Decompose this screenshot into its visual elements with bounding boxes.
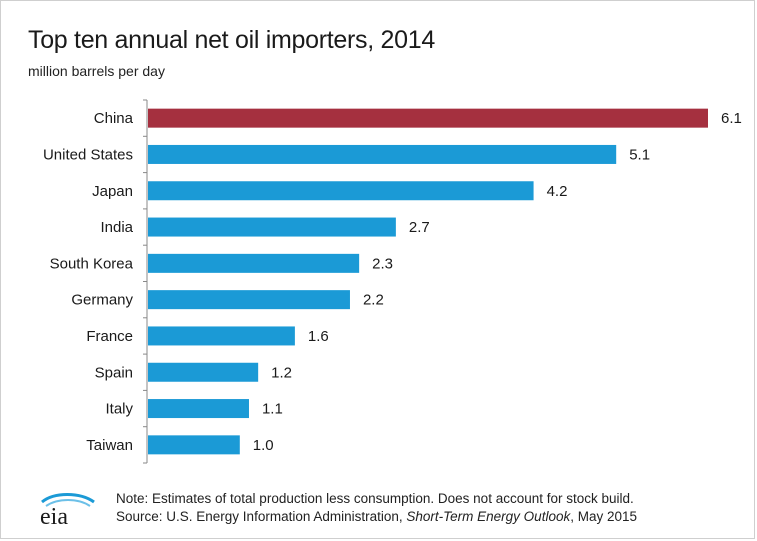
chart-title: Top ten annual net oil importers, 2014 bbox=[28, 26, 435, 54]
value-label: 2.7 bbox=[409, 219, 430, 236]
footer-note: Note: Estimates of total production less… bbox=[116, 491, 634, 506]
value-label: 1.6 bbox=[308, 328, 329, 345]
bar-spain bbox=[148, 362, 259, 382]
chart-footer: eia Note: Estimates of total production … bbox=[36, 490, 752, 530]
chart-subtitle: million barrels per day bbox=[28, 63, 165, 79]
footer-source-publication: Short-Term Energy Outlook bbox=[406, 509, 571, 524]
footer-source-prefix: Source: U.S. Energy Information Administ… bbox=[116, 509, 407, 524]
footer-source-suffix: , May 2015 bbox=[570, 509, 638, 524]
bar-china bbox=[148, 108, 708, 128]
bar-france bbox=[148, 326, 295, 346]
category-label: Spain bbox=[95, 364, 133, 381]
eia-logo-text: eia bbox=[40, 504, 68, 530]
bar-japan bbox=[148, 181, 534, 201]
eia-logo: eia bbox=[40, 493, 95, 530]
value-label: 4.2 bbox=[547, 183, 568, 200]
value-label: 1.1 bbox=[262, 401, 283, 418]
value-label: 1.2 bbox=[271, 364, 292, 381]
value-label: 5.1 bbox=[629, 146, 650, 163]
value-label: 2.3 bbox=[372, 255, 393, 272]
category-label: Germany bbox=[71, 292, 133, 309]
bar-taiwan bbox=[148, 435, 240, 455]
category-label: India bbox=[100, 219, 133, 236]
footer-source: Source: U.S. Energy Information Administ… bbox=[116, 508, 637, 526]
bar-italy bbox=[148, 399, 249, 419]
value-label: 2.2 bbox=[363, 292, 384, 309]
category-label: Taiwan bbox=[86, 437, 133, 454]
bar-germany bbox=[148, 290, 350, 310]
category-label: China bbox=[94, 110, 134, 127]
category-label: United States bbox=[43, 146, 133, 163]
bar-india bbox=[148, 217, 396, 237]
category-label: France bbox=[86, 328, 133, 345]
category-label: Japan bbox=[92, 183, 133, 200]
category-label: Italy bbox=[105, 401, 133, 418]
value-label: 1.0 bbox=[253, 437, 274, 454]
category-label: South Korea bbox=[50, 255, 134, 272]
value-label: 6.1 bbox=[721, 110, 742, 127]
footer-notes: Note: Estimates of total production less… bbox=[116, 490, 637, 526]
bar-south-korea bbox=[148, 253, 360, 273]
bar-united-states bbox=[148, 144, 617, 164]
